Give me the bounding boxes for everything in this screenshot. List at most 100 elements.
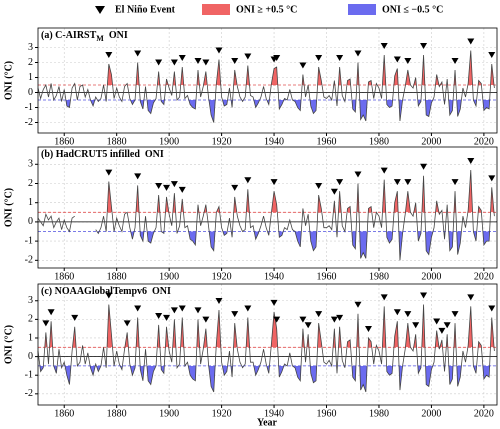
el-nino-marker bbox=[315, 311, 323, 318]
x-tick-label: 1980 bbox=[369, 271, 389, 282]
y-tick-label: 2 bbox=[28, 314, 33, 325]
x-tick-label: 1960 bbox=[317, 408, 337, 419]
el-nino-marker bbox=[404, 179, 412, 186]
el-nino-marker bbox=[451, 179, 459, 186]
el-nino-marker bbox=[443, 322, 451, 329]
el-nino-marker bbox=[420, 292, 428, 299]
oni-line bbox=[95, 170, 495, 261]
y-tick-label: 1 bbox=[28, 72, 33, 83]
el-nino-marker bbox=[244, 53, 252, 60]
el-nino-marker bbox=[404, 311, 412, 318]
el-nino-marker bbox=[336, 55, 344, 61]
el-nino-marker bbox=[488, 305, 496, 312]
el-nino-marker bbox=[380, 167, 388, 174]
panel-title-main: (c) NOAAGlobalTempv6 bbox=[41, 286, 147, 297]
x-tick-label: 1860 bbox=[54, 271, 74, 282]
panel-title-end: ONI bbox=[145, 149, 164, 160]
el-nino-marker bbox=[170, 59, 178, 66]
el-nino-marker bbox=[47, 309, 55, 316]
y-tick-label: 0 bbox=[28, 351, 33, 362]
el-nino-marker bbox=[231, 58, 239, 64]
el-nino-marker bbox=[380, 43, 388, 49]
el-nino-marker bbox=[412, 322, 420, 329]
el-nino-marker bbox=[231, 184, 239, 191]
panel-title: (a) C-AIRSTM ONI bbox=[41, 30, 128, 43]
el-nino-marker bbox=[354, 301, 362, 308]
panel-title-end: ONI bbox=[152, 286, 171, 297]
el-nino-marker bbox=[299, 62, 307, 69]
el-nino-marker bbox=[202, 316, 210, 323]
el-nino-marker bbox=[315, 183, 323, 190]
panel-title: (c) NOAAGlobalTempv6 ONI bbox=[41, 286, 171, 297]
el-nino-marker bbox=[273, 55, 281, 61]
el-nino-marker bbox=[336, 314, 344, 321]
y-tick-label: 2 bbox=[28, 178, 33, 189]
el-nino-marker bbox=[488, 175, 496, 182]
y-tick-label: -2 bbox=[25, 255, 33, 266]
oni-line bbox=[37, 304, 495, 393]
negative-fill bbox=[95, 231, 495, 261]
negative-fill bbox=[38, 365, 495, 392]
el-nino-marker bbox=[270, 179, 278, 186]
y-tick-label: -1 bbox=[25, 102, 33, 113]
legend-label: El Niño Event bbox=[115, 4, 176, 15]
panel-title-main: (b) HadCRUT5 infilled bbox=[41, 149, 140, 160]
el-nino-marker bbox=[170, 307, 178, 314]
x-tick-label: 2020 bbox=[474, 271, 494, 282]
el-nino-marker bbox=[170, 181, 178, 188]
el-nino-marker bbox=[393, 56, 401, 63]
el-nino-marker bbox=[488, 52, 496, 58]
plot-frame bbox=[37, 27, 498, 134]
el-nino-marker bbox=[438, 327, 446, 334]
el-nino-marker bbox=[364, 325, 372, 332]
el-nino-marker bbox=[467, 38, 475, 45]
x-tick-label: 1960 bbox=[317, 136, 337, 147]
el-nino-marker bbox=[71, 314, 79, 321]
x-tick-label: 1960 bbox=[317, 271, 337, 282]
el-nino-marker bbox=[420, 163, 428, 170]
el-nino-marker bbox=[231, 311, 239, 318]
el-nino-marker bbox=[194, 58, 202, 64]
x-tick-label: 2000 bbox=[421, 136, 441, 147]
oni-line bbox=[37, 50, 495, 123]
y-tick-label: 0 bbox=[28, 87, 33, 98]
y-tick-label: 2 bbox=[28, 57, 33, 68]
y-tick-label: -1 bbox=[25, 370, 33, 381]
x-tick-label: 1940 bbox=[264, 271, 284, 282]
el-nino-marker bbox=[393, 179, 401, 186]
el-nino-marker bbox=[105, 169, 113, 176]
el-nino-marker bbox=[123, 320, 131, 327]
oni-line bbox=[37, 212, 75, 233]
el-nino-marker bbox=[336, 179, 344, 186]
el-nino-marker bbox=[202, 59, 210, 66]
el-nino-marker bbox=[155, 183, 163, 190]
el-nino-marker bbox=[330, 188, 338, 195]
x-tick-label: 1920 bbox=[212, 136, 232, 147]
el-nino-marker bbox=[451, 311, 459, 318]
x-tick-label: 2020 bbox=[474, 408, 494, 419]
legend-label: ONI ≤ −0.5 °C bbox=[382, 4, 443, 15]
el-nino-marker bbox=[134, 305, 142, 312]
x-tick-label: 2000 bbox=[421, 408, 441, 419]
y-tick-label: 1 bbox=[28, 197, 33, 208]
negative-fill bbox=[38, 100, 495, 123]
x-tick-label: 1920 bbox=[212, 408, 232, 419]
el-nino-marker bbox=[467, 294, 475, 301]
el-nino-marker bbox=[155, 312, 163, 319]
x-tick-label: 1940 bbox=[264, 408, 284, 419]
el-nino-marker bbox=[194, 307, 202, 314]
el-nino-marker bbox=[244, 177, 252, 184]
el-nino-marker bbox=[304, 322, 312, 329]
el-nino-marker bbox=[42, 320, 50, 327]
y-tick-label: -1 bbox=[25, 235, 33, 246]
el-nino-marker bbox=[433, 318, 441, 325]
negative-fill bbox=[38, 231, 75, 232]
x-tick-label: 2000 bbox=[421, 271, 441, 282]
x-axis-label: Year bbox=[257, 417, 278, 428]
el-nino-marker bbox=[155, 59, 163, 66]
x-tick-label: 1880 bbox=[107, 408, 127, 419]
x-tick-label: 1920 bbox=[212, 271, 232, 282]
x-tick-label: 1980 bbox=[369, 136, 389, 147]
x-tick-label: 1860 bbox=[54, 136, 74, 147]
x-tick-label: 1880 bbox=[107, 271, 127, 282]
